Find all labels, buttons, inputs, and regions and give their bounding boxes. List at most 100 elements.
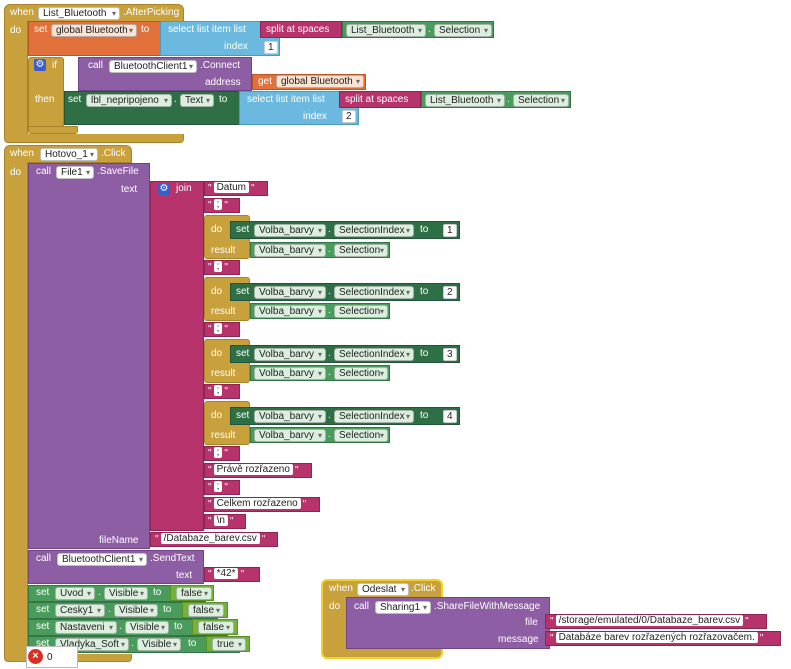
dot-r1: . <box>98 587 101 598</box>
volba-getter-dropdown-b4[interactable]: Volba_barvy <box>254 429 326 442</box>
split-at-spaces-block[interactable] <box>260 21 342 38</box>
list-bluetooth-dropdown[interactable]: List_Bluetooth <box>346 24 426 37</box>
address-label: address <box>205 77 241 88</box>
call-label: call <box>88 60 104 71</box>
if-label: if <box>52 60 57 71</box>
select-list-item-label: select list item list <box>168 24 246 35</box>
call-label-4: call <box>354 601 370 612</box>
true-dropdown-r4[interactable]: true <box>212 638 246 651</box>
visible-dropdown-r2[interactable]: Visible <box>114 604 158 617</box>
do-label-b2: do <box>211 286 223 297</box>
set-label-b4: set <box>236 410 250 421</box>
to-label-r2: to <box>163 604 172 615</box>
get-variable-dropdown[interactable]: global Bluetooth <box>276 75 364 88</box>
file-component-dropdown[interactable]: File1 <box>56 166 94 179</box>
false-dropdown-r2[interactable]: false <box>188 604 224 617</box>
split-label: split at spaces <box>266 24 330 35</box>
set-label-r2: set <box>36 604 50 615</box>
false-dropdown-r1[interactable]: false <box>176 587 212 600</box>
split-at-spaces-block-2[interactable] <box>339 91 421 108</box>
savefile-method-label: .SaveFile <box>97 166 139 177</box>
split-label-2: split at spaces <box>345 94 409 105</box>
volba-getter-dropdown-b3[interactable]: Volba_barvy <box>254 367 326 380</box>
string-separator-2: "; " <box>208 261 228 273</box>
uvod-dropdown[interactable]: Uvod <box>55 587 95 600</box>
label-component-dropdown[interactable]: lbl_nepripojeno <box>86 94 172 107</box>
visible-dropdown-r3[interactable]: Visible <box>125 621 169 634</box>
index-number-2[interactable]: 2 <box>342 110 356 123</box>
file-param-label: file <box>525 617 538 628</box>
file-savefile-call[interactable] <box>28 163 150 549</box>
variable-dropdown[interactable]: global Bluetooth <box>51 24 137 37</box>
selection-dropdown-b1[interactable]: Selection <box>334 244 388 257</box>
number-b1[interactable]: 1 <box>443 224 457 237</box>
join-gear-icon[interactable]: ⚙ <box>158 183 170 195</box>
warning-indicator[interactable]: × 0 <box>26 646 78 668</box>
selectionindex-dropdown-b4[interactable]: SelectionIndex <box>334 410 414 423</box>
volba-getter-dropdown-b2[interactable]: Volba_barvy <box>254 305 326 318</box>
dot-b1: . <box>328 224 331 235</box>
dot-label-2: . <box>174 94 177 105</box>
selectionindex-dropdown-b1[interactable]: SelectionIndex <box>334 224 414 237</box>
to-label: to <box>141 24 150 35</box>
nastaveni-dropdown[interactable]: Nastaveni <box>55 621 117 634</box>
list-bluetooth-dropdown-2[interactable]: List_Bluetooth <box>425 94 505 107</box>
sharing-component-dropdown[interactable]: Sharing1 <box>375 601 431 614</box>
do-label-b3: do <box>211 348 223 359</box>
bluetooth-client-dropdown-2[interactable]: BluetoothClient1 <box>57 553 147 566</box>
set-label-r1: set <box>36 587 50 598</box>
selection-property-dropdown[interactable]: Selection <box>434 24 492 37</box>
selection-dropdown-b4[interactable]: Selection <box>334 429 388 442</box>
index-label: index <box>224 41 248 52</box>
number-b2[interactable]: 2 <box>443 286 457 299</box>
if-block-foot <box>28 126 78 134</box>
volba-dropdown-b4[interactable]: Volba_barvy <box>254 410 326 423</box>
string-separator-3: "; " <box>208 323 228 335</box>
selectionindex-dropdown-b3[interactable]: SelectionIndex <box>334 348 414 361</box>
selection-dropdown-b3[interactable]: Selection <box>334 367 388 380</box>
selection-property-dropdown-2[interactable]: Selection <box>513 94 569 107</box>
dot-r3: . <box>119 621 122 632</box>
get-label: get <box>258 76 272 87</box>
cesky-dropdown[interactable]: Cesky1 <box>55 604 105 617</box>
text-param-label: text <box>121 184 138 195</box>
gear-icon[interactable]: ⚙ <box>34 59 46 71</box>
message-param-label: message <box>498 634 539 645</box>
select-list-item-label-2: select list item list <box>247 94 325 105</box>
result-label-b3: result <box>211 368 236 379</box>
join-label: join <box>176 183 192 194</box>
sendtext-method-label: .SendText <box>150 553 195 564</box>
to-label-2: to <box>219 94 228 105</box>
volba-dropdown-b2[interactable]: Volba_barvy <box>254 286 326 299</box>
number-b4[interactable]: 4 <box>443 410 457 423</box>
bluetooth-client-dropdown[interactable]: BluetoothClient1 <box>109 60 197 73</box>
component-dropdown-list-bluetooth[interactable]: List_Bluetooth <box>38 7 120 20</box>
selection-dropdown-b2[interactable]: Selection <box>334 305 388 318</box>
set-label-2: set <box>68 94 82 105</box>
set-label-b3: set <box>236 348 250 359</box>
number-b3[interactable]: 3 <box>443 348 457 361</box>
set-label-b2: set <box>236 286 250 297</box>
dot-g4: . <box>328 429 331 440</box>
join-block[interactable] <box>150 181 204 531</box>
visible-dropdown-r4[interactable]: Visible <box>137 638 181 651</box>
component-dropdown-hotovo[interactable]: Hotovo_1 <box>40 148 98 161</box>
string-separator: "; " <box>208 199 228 211</box>
volba-dropdown-b3[interactable]: Volba_barvy <box>254 348 326 361</box>
index-number-1[interactable]: 1 <box>264 41 278 54</box>
visible-dropdown-r1[interactable]: Visible <box>104 587 148 600</box>
component-dropdown-odeslat[interactable]: Odeslat <box>357 583 409 596</box>
do-label-3: do <box>329 601 341 612</box>
dot-b4: . <box>328 410 331 421</box>
to-label-r4: to <box>188 638 197 649</box>
to-label-b1: to <box>420 224 429 235</box>
volba-dropdown-b1[interactable]: Volba_barvy <box>254 224 326 237</box>
event-body-left <box>4 20 28 138</box>
selectionindex-dropdown-b2[interactable]: SelectionIndex <box>334 286 414 299</box>
volba-getter-dropdown-b1[interactable]: Volba_barvy <box>254 244 326 257</box>
dot-b2: . <box>328 286 331 297</box>
text-property-dropdown[interactable]: Text <box>180 94 214 107</box>
false-dropdown-r3[interactable]: false <box>198 621 234 634</box>
filename-param-label: fileName <box>99 535 139 546</box>
index-label-2: index <box>303 111 327 122</box>
